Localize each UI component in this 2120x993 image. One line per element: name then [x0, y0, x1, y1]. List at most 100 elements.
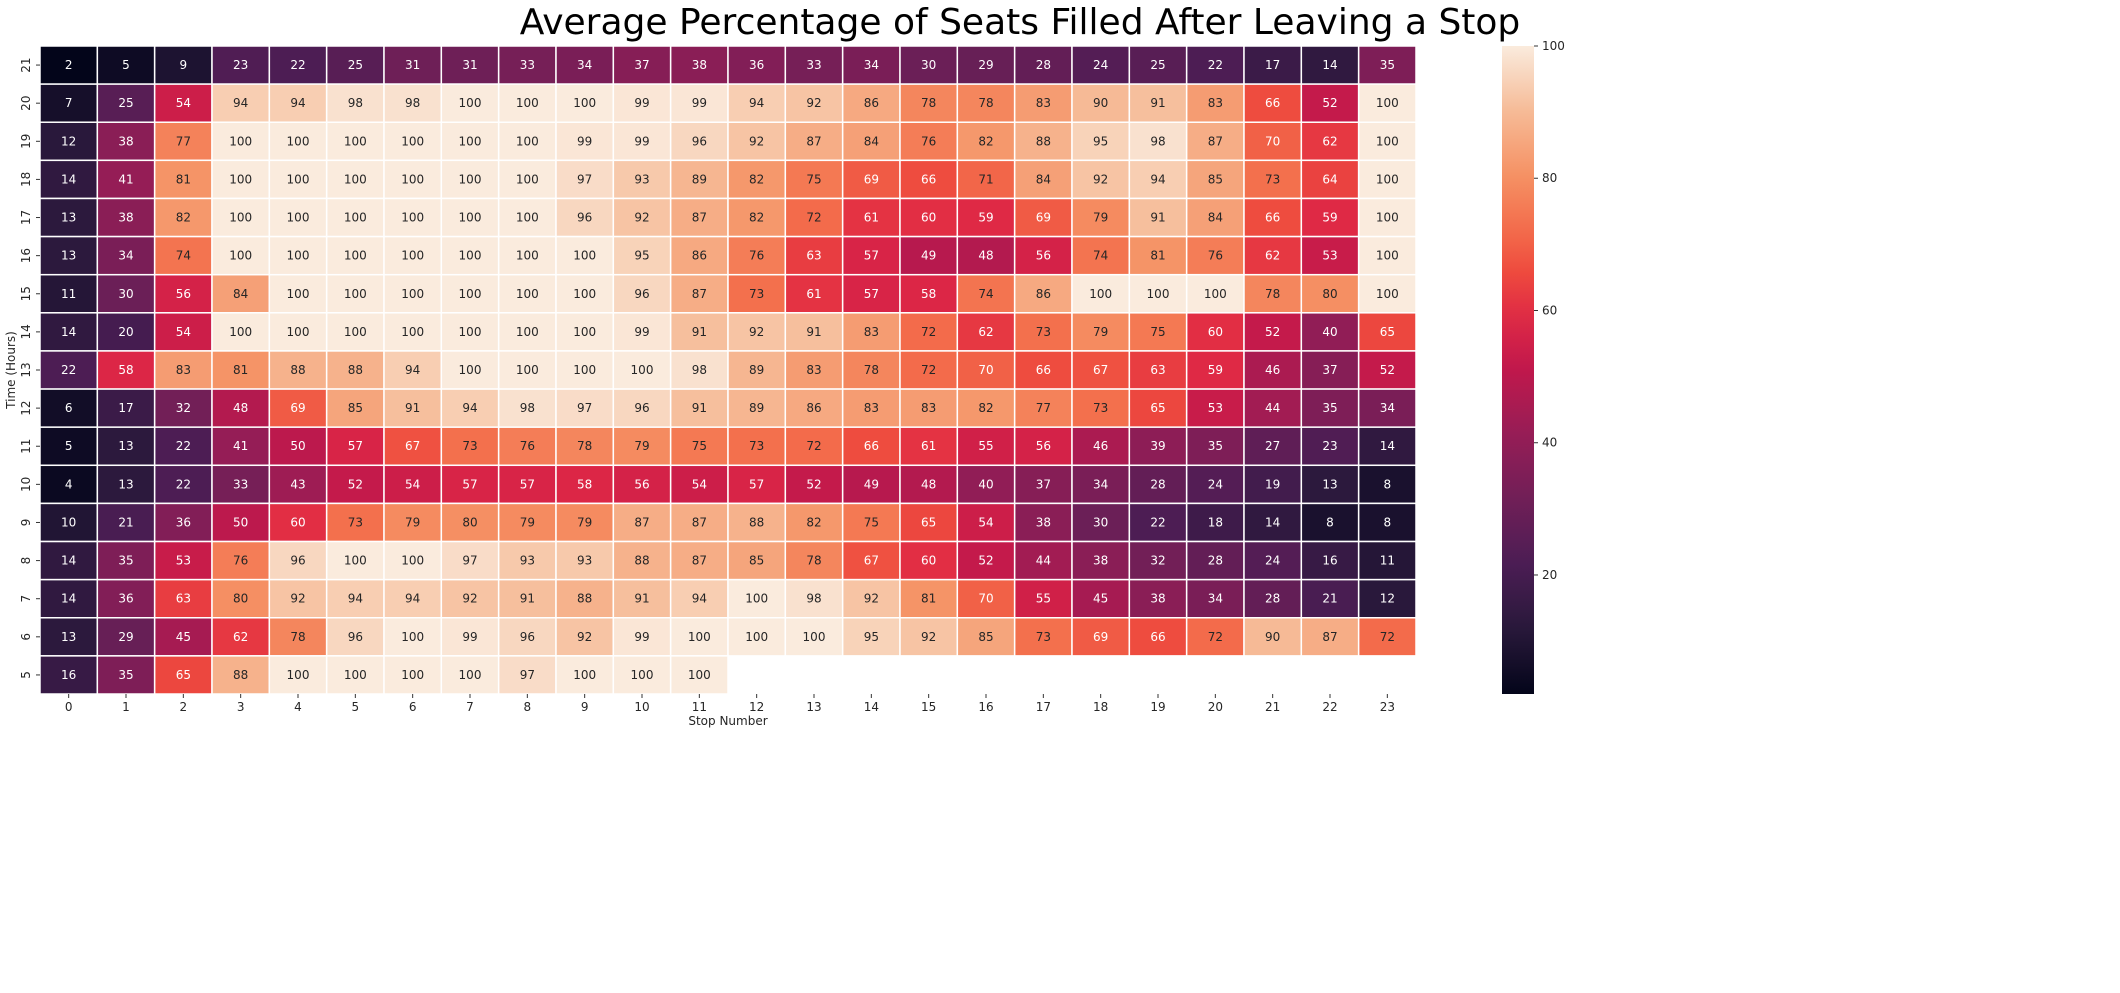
cell-value-label: 72 [921, 325, 936, 339]
x-tick-label: 18 [1093, 700, 1108, 714]
heatmap-cell [841, 388, 901, 428]
cell-value-label: 96 [348, 630, 363, 644]
cell-value-label: 72 [1380, 630, 1395, 644]
cell-value-label: 69 [1093, 630, 1108, 644]
x-tick-label: 12 [749, 700, 764, 714]
y-tick-label: 14 [19, 324, 33, 339]
cell-value-label: 100 [287, 249, 310, 263]
heatmap-cell [841, 464, 901, 505]
y-tick-label: 19 [19, 134, 33, 149]
cell-value-label: 48 [921, 477, 936, 491]
cell-value-label: 54 [176, 325, 191, 339]
cell-value-label: 14 [1322, 58, 1337, 72]
cell-value-label: 79 [1093, 325, 1108, 339]
heatmap-cell [383, 502, 443, 543]
cell-value-label: 31 [405, 58, 420, 72]
cell-value-label: 100 [516, 96, 539, 110]
heatmap-cell [497, 273, 557, 314]
cell-value-label: 98 [520, 401, 535, 415]
y-tick-label: 12 [19, 400, 33, 415]
heatmap-cell [440, 235, 500, 276]
x-tick-label: 10 [634, 700, 649, 714]
x-axis-label: Stop Number [688, 714, 767, 728]
heatmap-cell [669, 578, 729, 619]
cell-value-label: 79 [577, 515, 592, 529]
heatmap-cell [96, 578, 156, 619]
heatmap-cell [727, 235, 787, 276]
heatmap-cell [96, 83, 156, 123]
cell-value-label: 52 [1322, 96, 1337, 110]
cell-value-label: 38 [118, 134, 133, 148]
heatmap-cell [1357, 426, 1417, 467]
heatmap-cell [440, 45, 500, 85]
cell-value-label: 98 [692, 363, 707, 377]
cell-value-label: 53 [1208, 401, 1223, 415]
y-tick-label: 5 [19, 671, 33, 679]
cell-value-label: 60 [921, 554, 936, 568]
heatmap-cell [440, 655, 500, 695]
cell-value-label: 57 [749, 477, 764, 491]
cell-value-label: 36 [176, 515, 191, 529]
heatmap-cell [1185, 83, 1245, 123]
cell-value-label: 95 [1093, 134, 1108, 148]
heatmap-cell [956, 159, 1016, 200]
cell-value-label: 32 [1150, 554, 1165, 568]
heatmap-cell [1357, 388, 1417, 428]
cell-value-label: 100 [459, 668, 482, 682]
cell-value-label: 24 [1265, 554, 1280, 568]
cell-value-label: 100 [573, 363, 596, 377]
cell-value-label: 56 [176, 287, 191, 301]
cell-value-label: 93 [577, 554, 592, 568]
cell-value-label: 76 [1208, 249, 1223, 263]
cell-value-label: 21 [118, 515, 133, 529]
cell-value-label: 82 [806, 515, 821, 529]
cell-value-label: 88 [290, 363, 305, 377]
cell-value-label: 74 [978, 287, 993, 301]
cell-value-label: 70 [978, 592, 993, 606]
cell-value-label: 76 [520, 439, 535, 453]
cell-value-label: 75 [806, 172, 821, 186]
heatmap-cell [555, 45, 615, 85]
cell-value-label: 53 [1322, 249, 1337, 263]
heatmap-cell [1357, 159, 1417, 200]
cell-value-label: 100 [573, 287, 596, 301]
heatmap-cell [268, 235, 328, 276]
cell-value-label: 70 [978, 363, 993, 377]
heatmap-cell [497, 426, 557, 467]
cell-value-label: 89 [692, 172, 707, 186]
heatmap-cell [669, 197, 729, 238]
cell-value-label: 87 [1322, 630, 1337, 644]
cell-value-label: 95 [634, 249, 649, 263]
cell-value-label: 73 [749, 439, 764, 453]
cell-value-label: 48 [233, 401, 248, 415]
cell-value-label: 58 [921, 287, 936, 301]
cell-value-label: 78 [921, 96, 936, 110]
heatmap-cell [612, 121, 672, 162]
cell-value-label: 24 [1208, 477, 1223, 491]
cell-value-label: 87 [692, 211, 707, 225]
x-tick-label: 11 [692, 700, 707, 714]
cell-value-label: 22 [176, 439, 191, 453]
y-tick-label: 8 [19, 557, 33, 565]
heatmap-cell [555, 388, 615, 428]
cell-value-label: 91 [692, 401, 707, 415]
cell-value-label: 100 [803, 630, 826, 644]
cell-value-label: 29 [118, 630, 133, 644]
cell-value-label: 35 [1380, 58, 1395, 72]
heatmap-cell [325, 235, 385, 276]
cell-value-label: 97 [520, 668, 535, 682]
cell-value-label: 74 [1093, 249, 1108, 263]
cell-value-label: 100 [344, 325, 367, 339]
heatmap-cell [841, 121, 901, 162]
cell-value-label: 100 [745, 592, 768, 606]
cell-value-label: 55 [1036, 592, 1051, 606]
cell-value-label: 83 [921, 401, 936, 415]
cell-value-label: 52 [978, 554, 993, 568]
cell-value-label: 56 [1036, 439, 1051, 453]
cell-value-label: 100 [459, 249, 482, 263]
cell-value-label: 99 [692, 96, 707, 110]
cell-value-label: 100 [459, 96, 482, 110]
cell-value-label: 38 [692, 58, 707, 72]
cell-value-label: 100 [459, 172, 482, 186]
heatmap-cell [1013, 388, 1073, 428]
